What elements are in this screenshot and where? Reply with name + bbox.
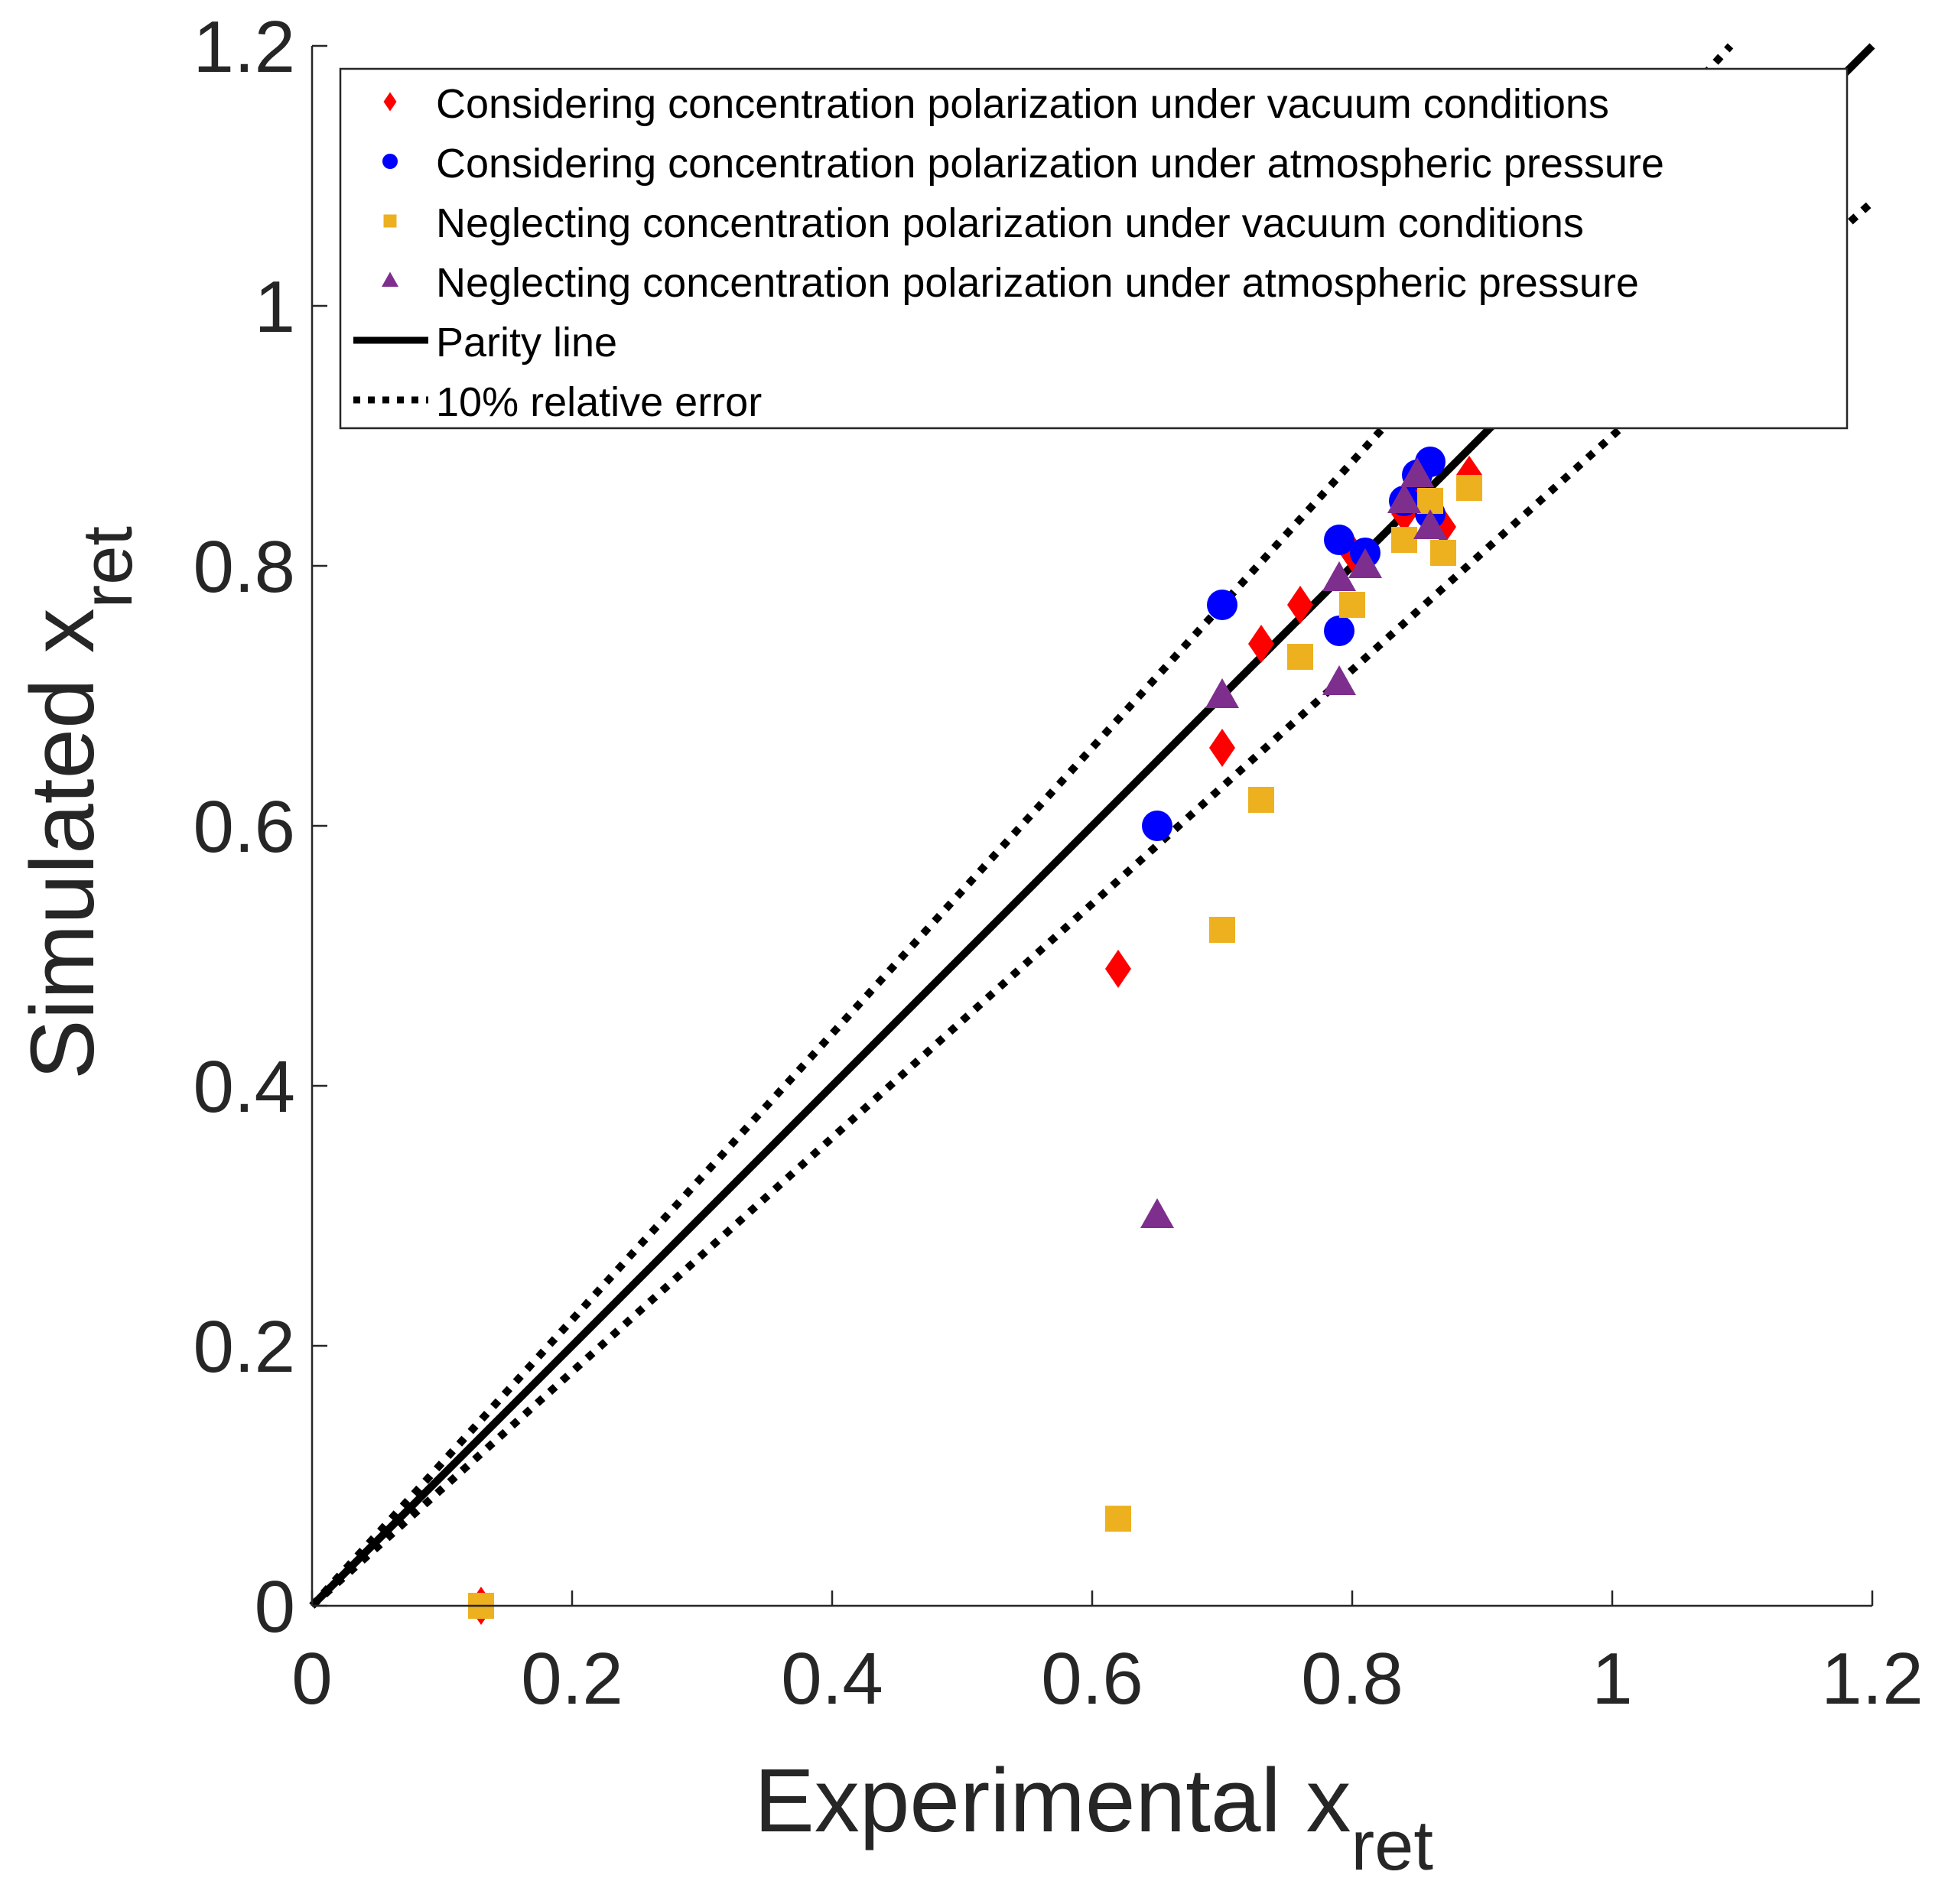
y-axis-label: Simulated xret	[12, 526, 147, 1080]
data-point-square	[1391, 527, 1417, 553]
data-point-diamond	[1105, 950, 1131, 988]
data-point-diamond	[1248, 625, 1274, 663]
data-points	[468, 447, 1482, 1625]
y-tick-label: 0.8	[194, 526, 295, 608]
x-axis-label: Experimental xret	[754, 1750, 1433, 1885]
legend-label-considering-concentration-polarization-under-atmospheric-pressure: Considering concentration polarization u…	[436, 141, 1664, 187]
error-line-lower	[309, 199, 1875, 1609]
data-point-triangle	[1413, 509, 1447, 539]
tick-labels: 0 0.2 0.4 0.6 0.8 1 1.2 0 0.2 0.4 0.6 0.8 1 1.2	[194, 6, 1924, 1720]
y-tick-label: 0.2	[194, 1306, 295, 1388]
legend-label-neglecting-concentration-polarization-under-atmospheric-pressure: Neglecting concentration polarization un…	[436, 260, 1639, 306]
data-point-triangle	[1322, 561, 1356, 591]
data-point-square	[1209, 917, 1235, 943]
data-point-circle	[1142, 811, 1172, 841]
x-tick-label: 0	[291, 1638, 332, 1720]
x-tick-label: 0.4	[781, 1638, 883, 1720]
y-tick-label: 0	[255, 1566, 295, 1648]
data-point-circle	[1324, 616, 1354, 646]
data-point-triangle	[1400, 457, 1434, 487]
y-tick-label: 0.6	[194, 786, 295, 868]
data-point-square	[1105, 1506, 1131, 1532]
x-tick-label: 0.6	[1041, 1638, 1143, 1720]
x-tick-label: 0.8	[1301, 1638, 1403, 1720]
data-point-square	[1339, 592, 1365, 618]
x-tick-label: 1	[1592, 1638, 1632, 1720]
data-point-circle	[1207, 590, 1237, 620]
legend-label-neglecting-concentration-polarization-under-vacuum-conditions: Neglecting concentration polarization un…	[436, 200, 1584, 246]
data-point-diamond	[1287, 586, 1313, 624]
data-point-square	[1430, 540, 1456, 566]
y-tick-label: 0.4	[194, 1046, 295, 1128]
legend-marker-circle	[382, 154, 398, 169]
x-tick-label: 0.2	[521, 1638, 623, 1720]
y-tick-label: 1.2	[194, 6, 295, 88]
legend-marker-diamond	[383, 92, 397, 112]
data-point-triangle	[1322, 665, 1356, 695]
data-point-triangle	[1205, 678, 1239, 708]
data-point-circle	[1324, 525, 1354, 555]
data-point-triangle	[1348, 548, 1382, 578]
legend-box	[339, 67, 1849, 430]
legend-label-considering-concentration-polarization-under-vacuum-conditions: Considering concentration polarization u…	[436, 81, 1609, 127]
y-tick-label: 1	[255, 266, 295, 348]
data-point-triangle	[1387, 483, 1421, 513]
data-point-square	[1287, 644, 1313, 670]
legend: Considering concentration polarization u…	[339, 67, 1849, 430]
legend-label-relative-error: 10% relative error	[436, 379, 762, 425]
data-point-diamond	[1209, 729, 1235, 767]
axes	[311, 44, 1874, 1607]
legend-label-parity-line: Parity line	[436, 320, 617, 366]
x-tick-label: 1.2	[1821, 1638, 1923, 1720]
data-point-square	[1456, 475, 1482, 501]
data-point-triangle	[1140, 1198, 1174, 1228]
legend-marker-square	[383, 214, 397, 228]
data-point-square	[1248, 787, 1274, 813]
legend-marker-triangle	[382, 271, 398, 287]
